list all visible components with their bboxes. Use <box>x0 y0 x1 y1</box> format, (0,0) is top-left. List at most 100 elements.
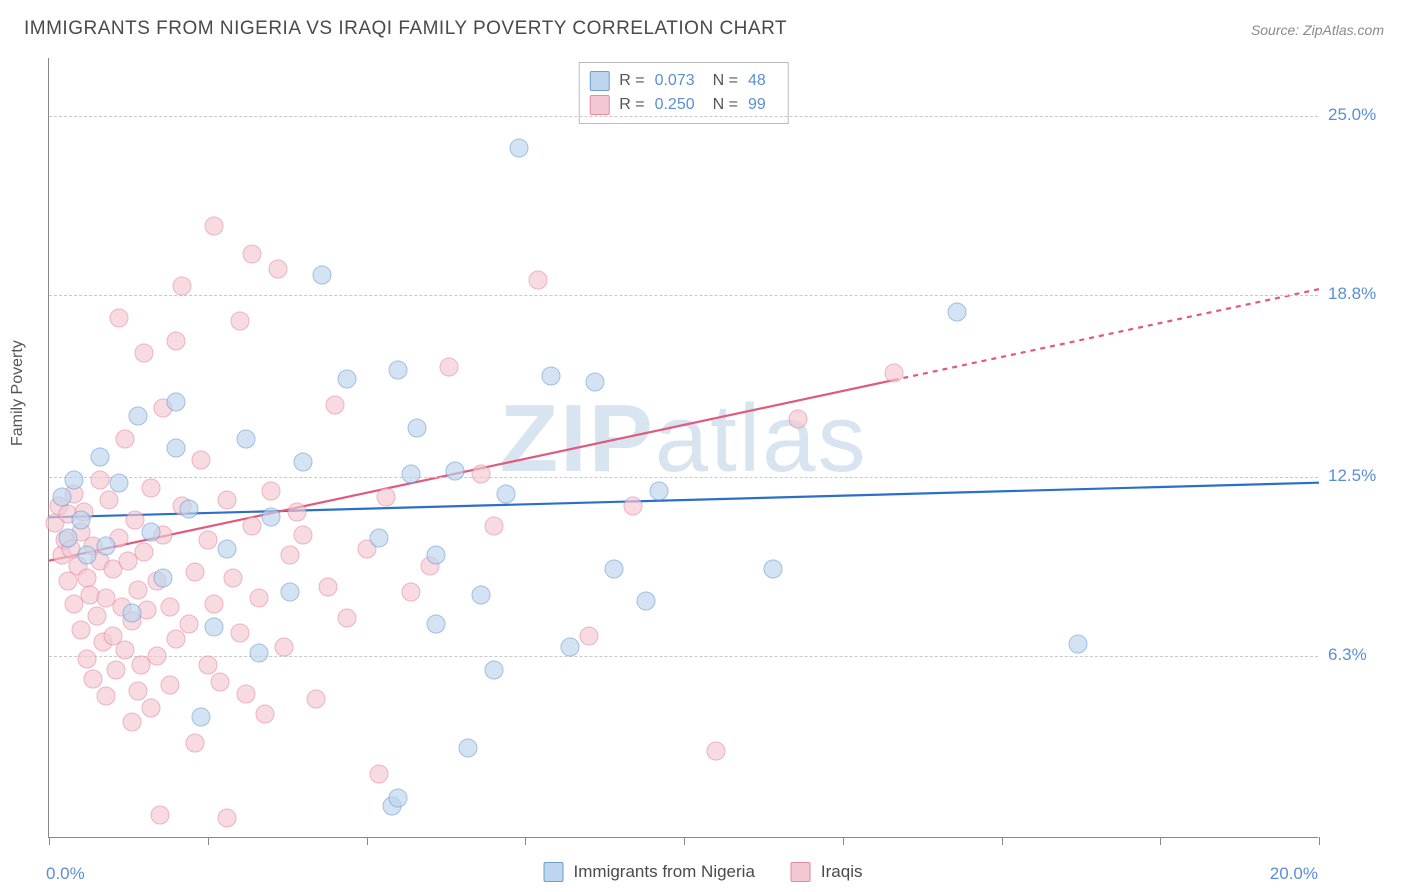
chart-title: IMMIGRANTS FROM NIGERIA VS IRAQI FAMILY … <box>24 18 787 40</box>
data-point <box>173 277 192 296</box>
data-point <box>560 638 579 657</box>
data-point <box>186 733 205 752</box>
data-point <box>408 418 427 437</box>
source-attribution: Source: ZipAtlas.com <box>1251 22 1384 38</box>
data-point <box>167 439 186 458</box>
data-point <box>528 271 547 290</box>
data-point <box>128 681 147 700</box>
data-point <box>763 560 782 579</box>
data-point <box>167 332 186 351</box>
data-point <box>319 577 338 596</box>
data-point <box>109 473 128 492</box>
data-point <box>624 496 643 515</box>
data-point <box>370 765 389 784</box>
data-point <box>224 569 243 588</box>
data-point <box>78 569 97 588</box>
data-point <box>230 623 249 642</box>
data-point <box>287 502 306 521</box>
data-point <box>497 485 516 504</box>
data-point <box>128 580 147 599</box>
n-label: N = <box>713 69 738 93</box>
x-tick <box>1319 837 1320 845</box>
r-value: 0.250 <box>655 93 695 117</box>
data-point <box>217 808 236 827</box>
n-value: 99 <box>748 93 766 117</box>
data-point <box>100 491 119 510</box>
trend-line <box>49 483 1319 518</box>
data-point <box>440 358 459 377</box>
data-point <box>446 462 465 481</box>
x-tick <box>684 837 685 845</box>
data-point <box>71 621 90 640</box>
data-point <box>579 626 598 645</box>
data-point <box>205 216 224 235</box>
data-point <box>605 560 624 579</box>
legend-swatch <box>589 95 609 115</box>
watermark-bold: ZIP <box>499 385 654 492</box>
series-legend: Immigrants from Nigeria Iraqis <box>544 862 863 882</box>
y-grid-label: 12.5% <box>1328 466 1406 486</box>
data-point <box>262 482 281 501</box>
x-tick <box>525 837 526 845</box>
data-point <box>116 430 135 449</box>
data-point <box>217 491 236 510</box>
data-point <box>484 661 503 680</box>
data-point <box>586 372 605 391</box>
data-point <box>59 528 78 547</box>
data-point <box>338 369 357 388</box>
plot-area: ZIPatlas R =0.073N =48R =0.250N =99 6.3%… <box>48 58 1318 838</box>
data-point <box>192 450 211 469</box>
data-point <box>236 684 255 703</box>
data-point <box>128 407 147 426</box>
data-point <box>141 522 160 541</box>
data-point <box>389 788 408 807</box>
data-point <box>211 673 230 692</box>
legend-label: Immigrants from Nigeria <box>574 862 755 882</box>
data-point <box>90 447 109 466</box>
data-point <box>97 687 116 706</box>
data-point <box>401 583 420 602</box>
data-point <box>459 739 478 758</box>
data-point <box>154 569 173 588</box>
x-axis-min-label: 0.0% <box>46 864 85 884</box>
data-point <box>401 465 420 484</box>
source-name: ZipAtlas.com <box>1303 22 1384 38</box>
x-tick <box>367 837 368 845</box>
legend-row: R =0.250N =99 <box>589 93 774 117</box>
data-point <box>122 713 141 732</box>
data-point <box>249 644 268 663</box>
data-point <box>160 597 179 616</box>
data-point <box>427 545 446 564</box>
data-point <box>135 543 154 562</box>
legend-swatch <box>791 862 811 882</box>
data-point <box>109 309 128 328</box>
data-point <box>97 537 116 556</box>
data-point <box>636 592 655 611</box>
data-point <box>294 453 313 472</box>
data-point <box>52 488 71 507</box>
data-point <box>167 392 186 411</box>
data-point <box>230 311 249 330</box>
gridline <box>49 295 1318 296</box>
gridline <box>49 656 1318 657</box>
data-point <box>122 603 141 622</box>
legend-swatch <box>589 71 609 91</box>
x-tick <box>49 837 50 845</box>
data-point <box>160 675 179 694</box>
legend-item: Iraqis <box>791 862 863 882</box>
data-point <box>649 482 668 501</box>
y-grid-label: 6.3% <box>1328 645 1406 665</box>
data-point <box>141 699 160 718</box>
x-tick <box>208 837 209 845</box>
data-point <box>948 303 967 322</box>
legend-swatch <box>544 862 564 882</box>
data-point <box>236 430 255 449</box>
data-point <box>90 470 109 489</box>
data-point <box>789 410 808 429</box>
data-point <box>106 661 125 680</box>
data-point <box>71 511 90 530</box>
n-label: N = <box>713 93 738 117</box>
data-point <box>198 655 217 674</box>
data-point <box>141 479 160 498</box>
data-point <box>192 707 211 726</box>
